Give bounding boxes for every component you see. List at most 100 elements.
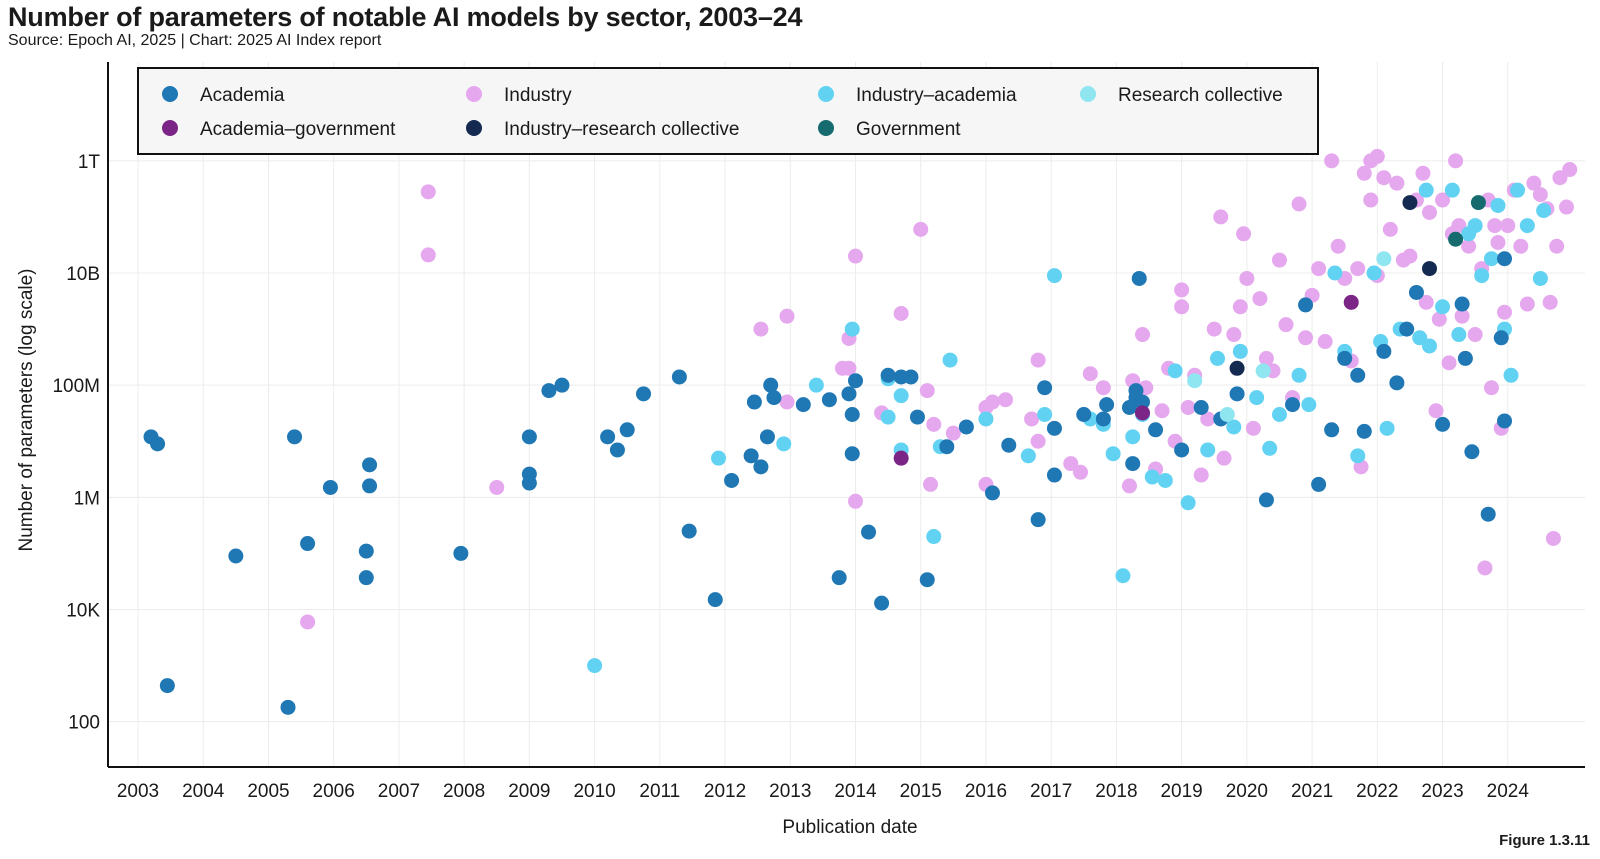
- tick-labels: 2003 2004 2005 2006 2007 2008 2009 2010 2011 2012…: [52, 152, 1529, 802]
- data-point: [1399, 321, 1415, 337]
- x-tick-label: 2023: [1421, 781, 1463, 802]
- data-point: [1229, 360, 1245, 376]
- data-point: [1402, 195, 1418, 211]
- data-point: [1474, 268, 1490, 284]
- data-point: [521, 429, 537, 445]
- data-point: [1298, 330, 1314, 346]
- data-point: [1180, 495, 1196, 511]
- data-point: [1448, 231, 1464, 247]
- data-point: [1180, 399, 1196, 415]
- data-point: [609, 442, 625, 458]
- data-point: [984, 394, 1000, 410]
- data-point: [1037, 407, 1053, 422]
- y-tick-label: 1T: [78, 152, 101, 173]
- data-point: [1311, 476, 1327, 492]
- data-point: [1435, 416, 1451, 432]
- data-point: [636, 386, 652, 402]
- data-point: [521, 475, 537, 491]
- data-point: [1441, 355, 1457, 371]
- data-point: [1536, 203, 1552, 219]
- x-tick-label: 2020: [1226, 781, 1268, 802]
- data-point: [159, 678, 175, 694]
- data-point: [1236, 226, 1252, 242]
- data-point: [1343, 294, 1359, 310]
- data-point: [228, 548, 244, 564]
- data-point: [1131, 270, 1147, 286]
- x-tick-label: 2013: [769, 781, 811, 802]
- data-point: [1216, 450, 1232, 466]
- data-point: [1562, 162, 1578, 178]
- x-tick-label: 2006: [313, 781, 355, 802]
- data-point: [861, 524, 877, 540]
- data-point: [1513, 238, 1529, 254]
- data-point: [1105, 446, 1121, 462]
- data-point: [1497, 413, 1513, 429]
- data-point: [984, 485, 1000, 501]
- data-point: [1148, 422, 1164, 438]
- data-point: [1046, 268, 1062, 284]
- legend-marker: [1080, 86, 1096, 102]
- data-point: [746, 394, 762, 410]
- data-point: [766, 390, 782, 406]
- y-tick-label: 10B: [66, 264, 100, 285]
- data-point: [743, 448, 759, 464]
- x-tick-label: 2018: [1095, 781, 1137, 802]
- data-point: [362, 478, 378, 494]
- legend-marker: [818, 120, 834, 136]
- data-point: [322, 479, 338, 495]
- grid: [108, 62, 1585, 767]
- x-tick-label: 2014: [834, 781, 877, 802]
- data-point: [1099, 397, 1115, 413]
- data-point: [1477, 560, 1493, 576]
- data-point: [1262, 440, 1278, 456]
- data-point: [362, 457, 378, 473]
- data-point: [1271, 407, 1287, 422]
- data-point: [1258, 350, 1274, 366]
- data-point: [1493, 330, 1509, 346]
- data-point: [1337, 350, 1353, 366]
- legend-label: Research collective: [1118, 85, 1283, 106]
- data-point: [619, 422, 635, 438]
- data-point: [1376, 170, 1392, 186]
- data-point: [1480, 506, 1496, 522]
- data-point: [753, 321, 769, 337]
- data-point: [1115, 568, 1131, 584]
- data-point: [1278, 317, 1294, 333]
- data-point: [1046, 467, 1062, 483]
- data-point: [1095, 411, 1111, 427]
- data-point: [287, 429, 303, 445]
- data-point: [1497, 304, 1513, 320]
- data-point: [1200, 411, 1216, 427]
- data-point: [1483, 251, 1499, 267]
- data-point: [554, 377, 570, 393]
- data-point: [1350, 367, 1366, 383]
- data-point: [808, 377, 824, 393]
- data-point: [1356, 165, 1372, 181]
- data-point: [978, 411, 994, 427]
- data-point: [1193, 467, 1209, 483]
- x-tick-label: 2021: [1291, 781, 1333, 802]
- data-point: [358, 543, 374, 559]
- y-tick-label: 10K: [66, 601, 100, 622]
- data-point: [1490, 197, 1506, 213]
- data-point: [1415, 165, 1431, 181]
- data-point: [1082, 366, 1098, 382]
- data-point: [1154, 403, 1170, 419]
- legend-label: Industry–research collective: [504, 119, 740, 140]
- data-point: [1291, 196, 1307, 212]
- data-point: [1285, 397, 1301, 413]
- x-tick-label: 2007: [378, 781, 420, 802]
- y-tick-label: 1M: [74, 488, 100, 509]
- data-point: [753, 459, 769, 475]
- legend-marker: [162, 86, 178, 102]
- data-point: [1363, 192, 1379, 208]
- data-point: [1174, 282, 1190, 298]
- data-point: [681, 523, 697, 539]
- data-point: [1422, 338, 1437, 354]
- legend-label: Academia: [200, 85, 285, 106]
- data-point: [939, 439, 955, 455]
- data-point: [1418, 294, 1434, 310]
- data-point: [1311, 261, 1327, 277]
- legend-label: Academia–government: [200, 119, 396, 140]
- data-point: [587, 658, 603, 674]
